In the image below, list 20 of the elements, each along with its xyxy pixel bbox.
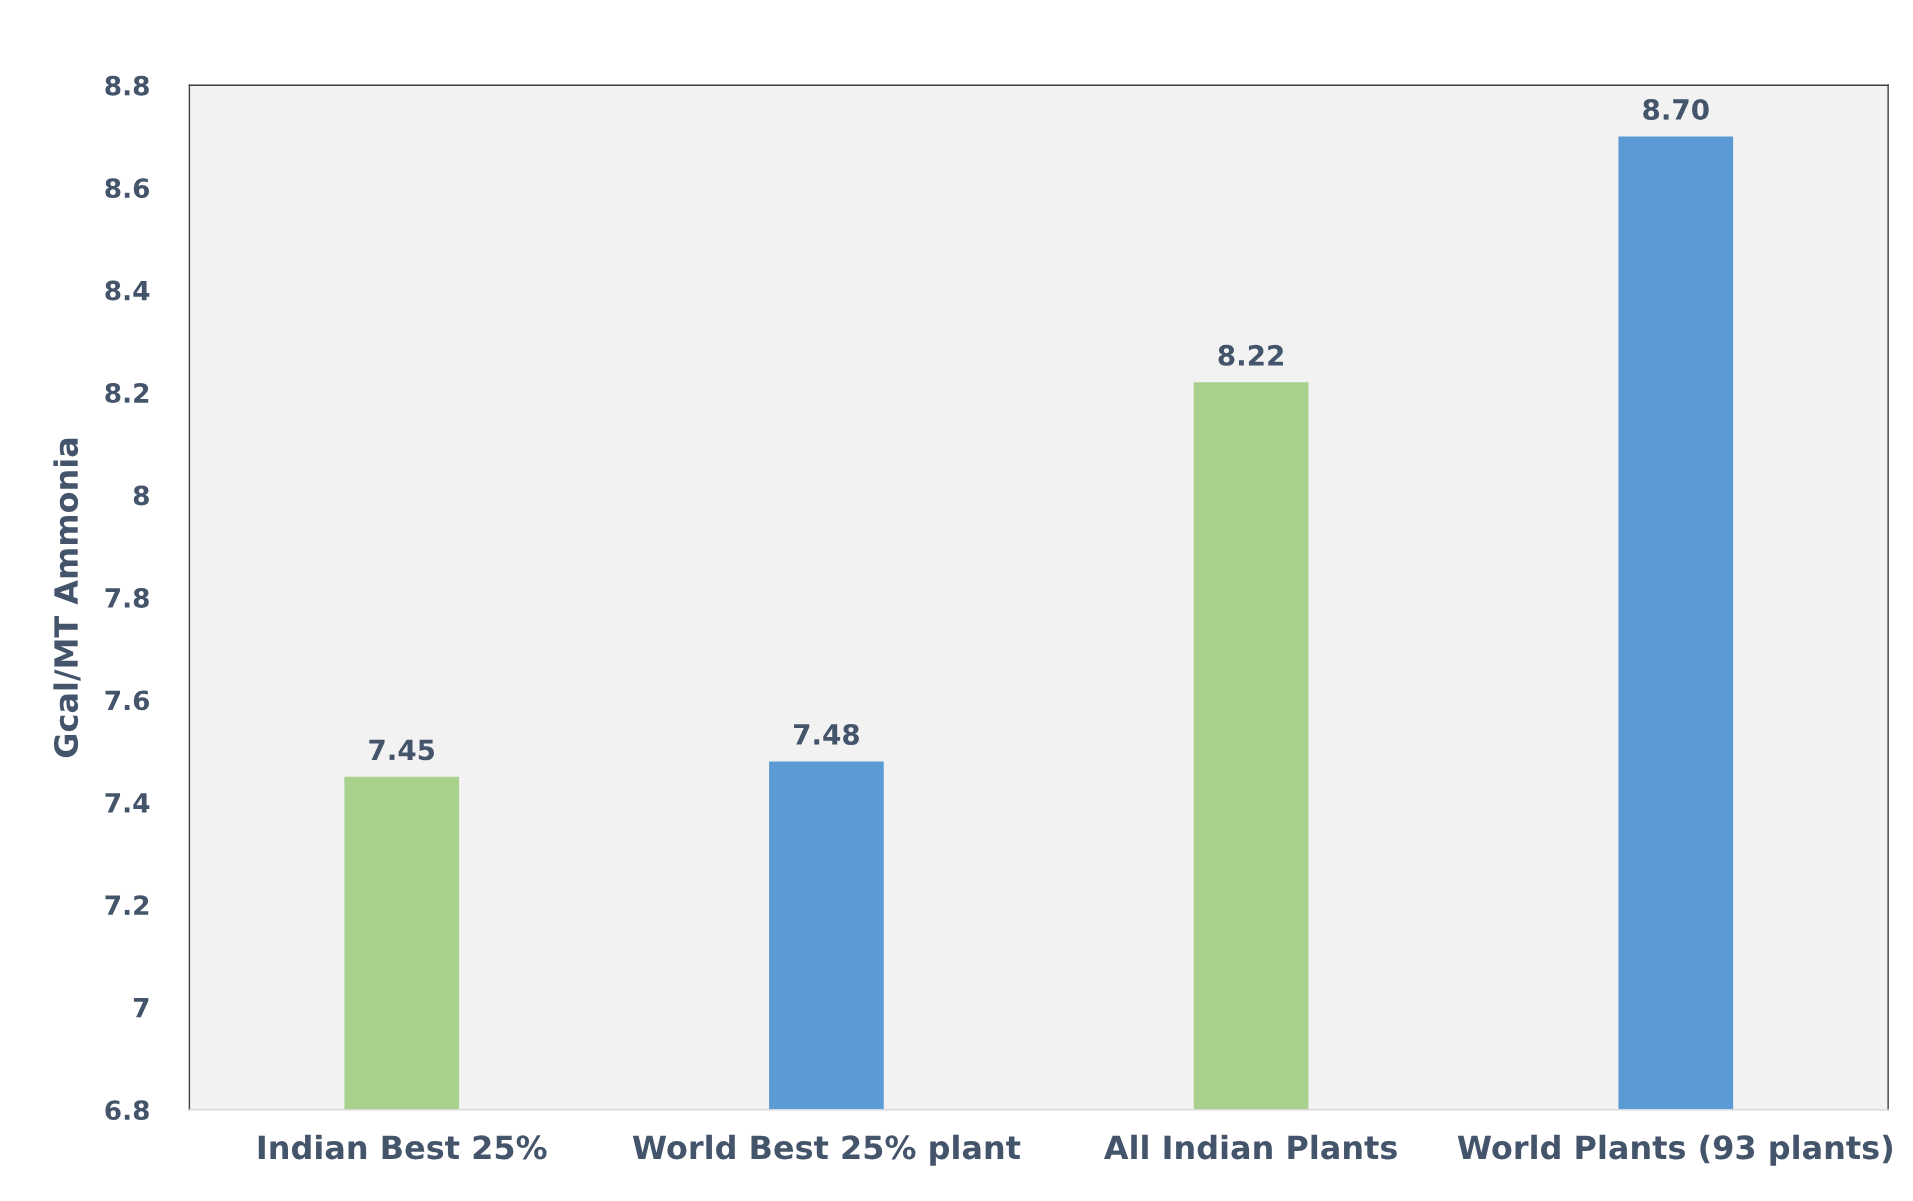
y-tick-label: 8 — [133, 485, 149, 506]
y-tick-label: 7.4 — [105, 793, 150, 813]
y-axis-title: Gcal/MT Ammonia — [53, 438, 81, 758]
data-label: 8.70 — [1643, 98, 1709, 120]
x-tick-label: All Indian Plants — [1103, 1134, 1397, 1160]
x-tick-label: World Plants (93 plants) — [1457, 1134, 1893, 1166]
x-tick-label: Indian Best 25% — [258, 1134, 547, 1160]
data-label: 7.48 — [794, 723, 859, 745]
x-tick-label: World Best 25% plant — [632, 1134, 1021, 1166]
y-tick-label: 8.6 — [105, 178, 150, 199]
y-tick-label: 6.8 — [105, 1100, 149, 1121]
y-tick-label: 8.8 — [105, 75, 149, 96]
y-tick-label: 8.2 — [105, 383, 149, 404]
y-tick-label: 7 — [133, 998, 149, 1018]
y-tick-label: 7.6 — [105, 690, 150, 711]
data-label: 8.22 — [1218, 344, 1283, 366]
y-tick-label: 7.8 — [105, 587, 149, 608]
y-tick-label: 8.4 — [105, 280, 150, 301]
data-label: 7.45 — [369, 739, 435, 761]
y-tick-label: 7.2 — [105, 895, 149, 915]
